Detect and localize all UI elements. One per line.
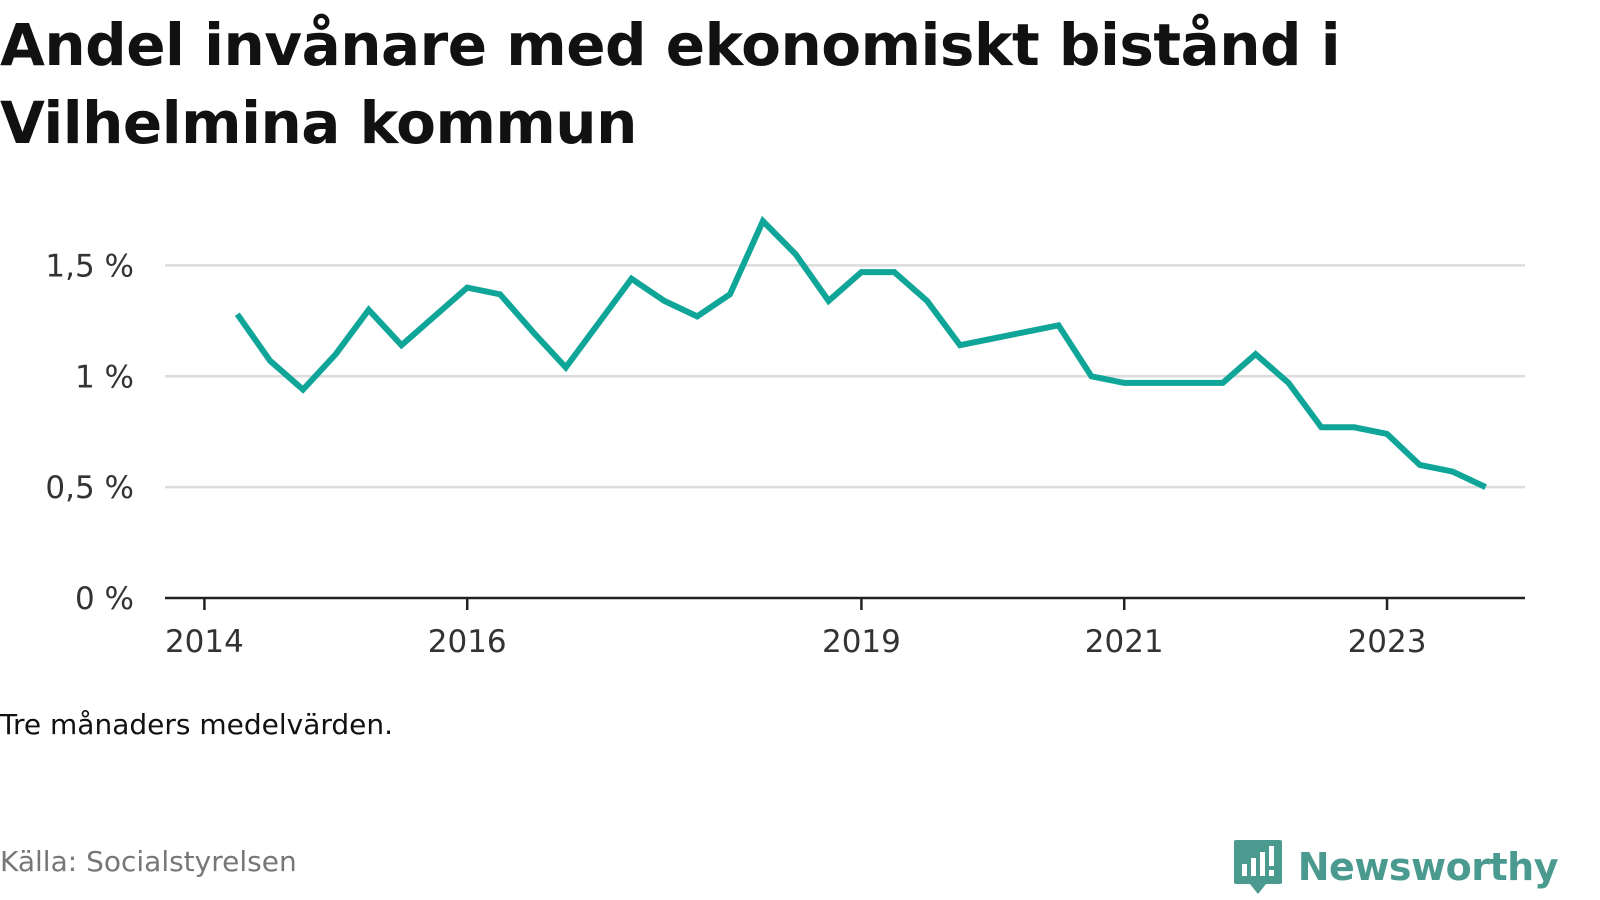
series-line [234,215,1487,490]
line-chart: 0 % 0,5 % 1 % 1,5 % 2014 2016 2019 2021 2023 [45,215,1525,660]
x-tick-label: 2016 [428,624,507,660]
y-axis-ticks: 0 % 0,5 % 1 % 1,5 % [45,248,134,617]
chart-note: Tre månaders medelvärden. [0,708,394,741]
x-tick-label: 2014 [165,624,244,660]
source-credit: Källa: Socialstyrelsen [0,845,297,878]
brand-logo: Newsworthy [1232,838,1559,896]
x-tick-label: 2019 [822,624,901,660]
y-tick-label: 0 % [75,581,134,617]
x-tick-label: 2023 [1348,624,1427,660]
y-tick-label: 1 % [75,359,134,395]
grid-lines [165,264,1525,489]
y-tick-label: 0,5 % [45,470,134,506]
chart-title: Andel invånare med ekonomiskt bistånd i … [0,11,1341,157]
newsworthy-logo-icon [1233,840,1282,894]
series-group [234,215,1487,490]
x-tick-label: 2021 [1085,624,1164,660]
brand-name: Newsworthy [1297,845,1559,889]
x-axis: 2014 2016 2019 2021 2023 [165,596,1525,660]
y-tick-label: 1,5 % [45,248,134,284]
